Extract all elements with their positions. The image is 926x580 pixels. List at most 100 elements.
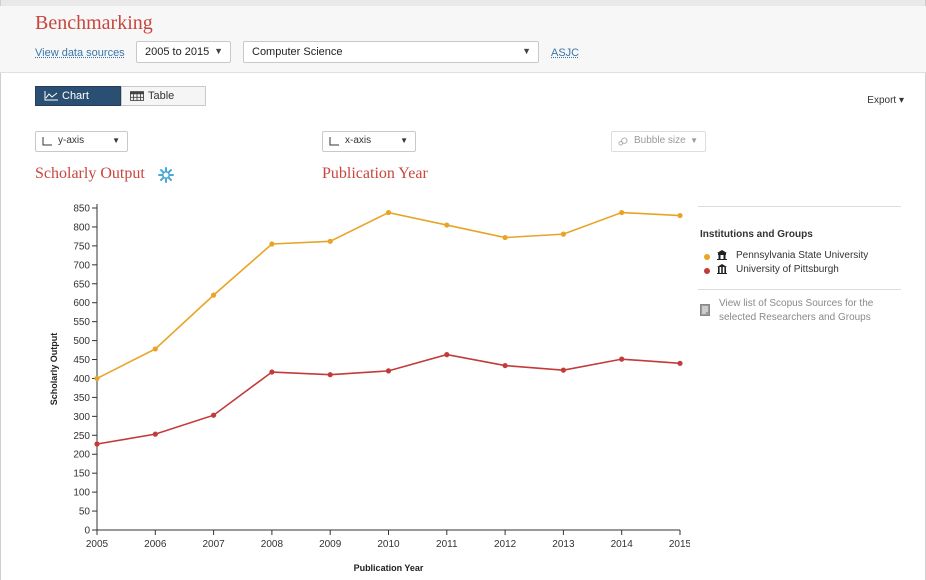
x-tick-label: 2009: [319, 539, 342, 550]
line-chart-icon: [44, 91, 58, 101]
export-button[interactable]: Export ▾: [867, 95, 904, 106]
y-tick-label: 400: [73, 374, 90, 385]
window-left-border: [0, 0, 1, 580]
x-tick-label: 2010: [377, 539, 400, 550]
y-tick-label: 700: [73, 260, 90, 271]
y-axis-title: Scholarly Output: [49, 333, 59, 406]
x-tick-label: 2013: [552, 539, 575, 550]
tab-chart[interactable]: Chart: [35, 86, 121, 106]
data-point: [152, 346, 158, 352]
bubble-size-select[interactable]: Bubble size ▼: [611, 131, 706, 152]
y-axis-icon: [42, 137, 52, 146]
data-point: [385, 368, 392, 374]
x-tick-label: 2012: [494, 539, 517, 550]
data-point: [560, 231, 567, 237]
asjc-link[interactable]: ASJC: [551, 47, 580, 59]
scopus-sources-link[interactable]: View list of Scopus Sources for the sele…: [719, 298, 874, 323]
document-list-icon: [700, 304, 710, 316]
settings-gear-icon[interactable]: [158, 167, 174, 183]
y-axis-label: y-axis: [58, 135, 85, 146]
y-tick-label: 150: [73, 469, 90, 480]
y-tick-label: 750: [73, 241, 90, 252]
legend-marker: [704, 268, 710, 274]
x-axis-select[interactable]: x-axis ▼: [322, 131, 416, 152]
series-line-1: [96, 353, 681, 445]
series-line-0: [96, 211, 681, 380]
x-tick-label: 2005: [86, 539, 109, 550]
y-tick-label: 350: [73, 393, 90, 404]
legend-divider: [698, 289, 901, 290]
institution-icon: [717, 264, 727, 274]
y-tick-label: 850: [73, 204, 90, 215]
data-point: [502, 362, 508, 369]
data-point: [269, 241, 275, 247]
tab-table-label: Table: [148, 90, 175, 102]
bubble-icon: [618, 137, 628, 146]
data-point: [327, 372, 333, 378]
x-tick-label: 2007: [202, 539, 225, 550]
data-point: [327, 238, 333, 244]
y-tick-label: 800: [73, 222, 90, 233]
data-point: [619, 209, 625, 216]
chevron-down-icon: ▼: [690, 136, 698, 145]
y-metric-title: Scholarly Output: [35, 165, 145, 182]
tab-chart-label: Chart: [62, 90, 89, 102]
chevron-down-icon: ▼: [112, 136, 120, 145]
scholarly-output-chart: 0 50 100 150 200 250 300 350 400 450 500 550 600 650 7…: [49, 204, 690, 574]
x-tick-label: 2008: [261, 539, 284, 550]
data-point: [444, 222, 450, 228]
data-point: [560, 367, 567, 373]
data-point: [94, 375, 100, 382]
data-point: [444, 352, 450, 358]
legend-item-label: Pennsylvania State University: [736, 250, 869, 261]
benchmark-header: Benchmarking View data sources 2005 to 2…: [0, 6, 926, 73]
legend-item-label: University of Pittsburgh: [736, 264, 839, 275]
y-tick-label: 600: [73, 298, 90, 309]
page-title: Benchmarking: [35, 12, 153, 34]
data-point: [211, 292, 217, 298]
x-axis-title: Publication Year: [354, 563, 424, 573]
chevron-down-icon: ▼: [522, 46, 531, 56]
data-point: [502, 234, 508, 241]
tab-table[interactable]: Table: [121, 86, 206, 106]
data-point: [677, 360, 683, 366]
chevron-down-icon: ▼: [400, 136, 408, 145]
data-point: [211, 412, 217, 418]
x-tick-label: 2015: [669, 539, 690, 550]
x-metric-title: Publication Year: [322, 165, 428, 182]
subject-area-value: Computer Science: [252, 46, 343, 58]
institution-icon: [717, 250, 727, 260]
year-range-value: 2005 to 2015: [145, 46, 210, 58]
y-tick-label: 500: [73, 336, 90, 347]
x-axis-label: x-axis: [345, 135, 372, 146]
y-tick-label: 650: [73, 279, 90, 290]
y-tick-label: 550: [73, 317, 90, 328]
legend-heading: Institutions and Groups: [700, 229, 813, 240]
y-tick-label: 50: [79, 507, 91, 518]
y-tick-label: 100: [73, 488, 90, 499]
chevron-down-icon: ▼: [214, 46, 223, 56]
data-point: [269, 369, 275, 375]
y-tick-label: 300: [73, 412, 90, 423]
legend-marker: [704, 254, 710, 260]
y-tick-label: 0: [84, 526, 90, 537]
data-point: [619, 356, 625, 362]
y-axis-select[interactable]: y-axis ▼: [35, 131, 128, 152]
subject-area-select[interactable]: Computer Science ▼: [243, 41, 539, 63]
bubble-size-label: Bubble size: [634, 135, 686, 146]
table-icon: [130, 91, 144, 101]
x-axis-icon: [329, 137, 339, 146]
x-tick-label: 2011: [436, 539, 458, 550]
y-tick-label: 200: [73, 450, 90, 461]
data-point: [94, 441, 100, 447]
data-point: [677, 212, 683, 219]
view-data-sources-link[interactable]: View data sources: [35, 47, 125, 59]
legend-divider: [698, 206, 901, 207]
x-tick-label: 2014: [611, 539, 634, 550]
y-tick-label: 450: [73, 355, 90, 366]
data-point: [152, 431, 158, 437]
y-tick-label: 250: [73, 431, 90, 442]
x-tick-label: 2006: [144, 539, 167, 550]
year-range-select[interactable]: 2005 to 2015 ▼: [136, 41, 231, 63]
data-point: [385, 209, 392, 216]
